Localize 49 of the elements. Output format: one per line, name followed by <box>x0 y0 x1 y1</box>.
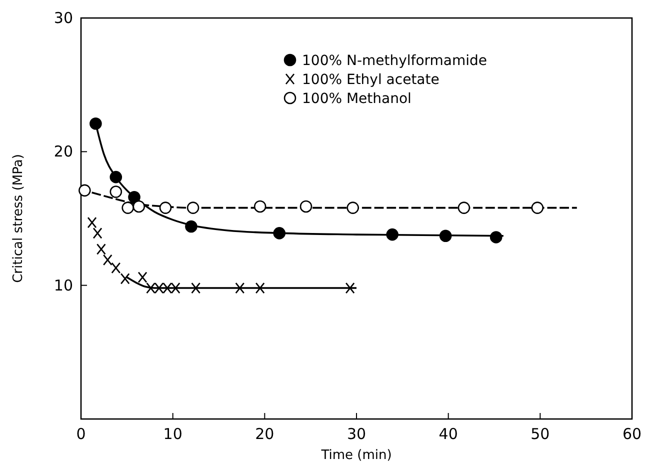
x-tick-label: 10 <box>163 425 182 443</box>
point <box>132 200 146 213</box>
point <box>345 282 355 294</box>
y-tick-label: 20 <box>54 142 73 161</box>
point <box>102 254 112 266</box>
point <box>490 231 502 244</box>
point <box>255 282 265 294</box>
x-tick-label: 30 <box>346 425 366 443</box>
point <box>138 272 148 284</box>
point <box>273 227 286 240</box>
point <box>78 184 91 197</box>
point <box>154 282 164 294</box>
point <box>191 282 200 294</box>
x-tick-label: 40 <box>438 425 458 443</box>
point <box>90 117 102 130</box>
point <box>146 282 156 294</box>
legend-label: 100% Methanol <box>302 91 412 107</box>
x-tick-label: 0 <box>76 425 86 443</box>
point <box>300 200 312 213</box>
point <box>186 202 200 214</box>
point <box>346 202 359 214</box>
point <box>87 216 97 228</box>
point <box>235 282 245 294</box>
x-tick-label: 20 <box>255 425 274 443</box>
point <box>120 272 130 284</box>
point <box>458 202 470 214</box>
point <box>386 228 398 241</box>
point <box>110 186 122 198</box>
point <box>122 202 134 214</box>
point <box>111 262 121 274</box>
legend-label: 100% Ethyl acetate <box>302 72 440 88</box>
y-axis-title: Critical stress (MPa) <box>11 154 26 283</box>
point <box>170 282 180 294</box>
x-tick-label: 60 <box>622 425 642 443</box>
point <box>110 170 122 184</box>
point <box>159 202 172 214</box>
y-tick-label: 10 <box>54 276 73 294</box>
point <box>185 220 198 233</box>
point <box>531 202 544 214</box>
x-axis-title: Time (min) <box>320 448 392 463</box>
legend-label: 100% N-methylformamide <box>302 53 488 69</box>
point <box>162 282 172 294</box>
point <box>439 230 452 242</box>
point <box>96 244 106 255</box>
point <box>92 228 102 239</box>
point <box>128 190 140 204</box>
y-tick-label: 30 <box>54 9 73 27</box>
point <box>254 200 266 213</box>
x-tick-label: 50 <box>530 425 550 443</box>
